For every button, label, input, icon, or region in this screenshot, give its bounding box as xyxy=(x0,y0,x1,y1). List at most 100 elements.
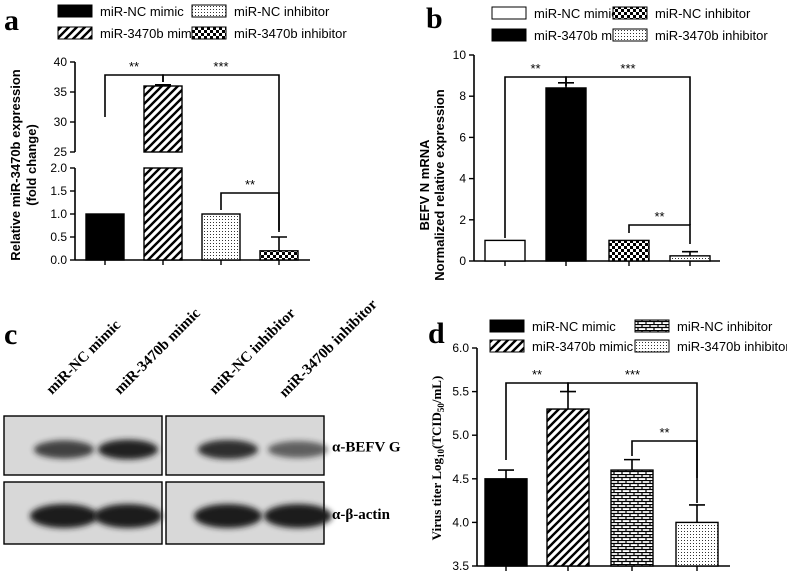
error-bar-2 xyxy=(624,458,640,471)
y-tick-label: 6.0 xyxy=(452,341,469,355)
y-tick-label-upper: 40 xyxy=(54,55,68,69)
blot-band xyxy=(34,440,94,459)
legend-swatch-2 xyxy=(191,4,227,18)
bar-1 xyxy=(545,87,587,262)
legend-swatch-1 xyxy=(57,26,93,40)
bar-1-upper xyxy=(143,85,183,153)
y-tick-label: 2 xyxy=(459,213,466,227)
error-bar-3 xyxy=(682,250,698,256)
legend-swatch-3 xyxy=(634,339,670,353)
y-tick-label: 8 xyxy=(459,89,466,103)
bar-3 xyxy=(669,255,711,262)
legend-swatch-0 xyxy=(491,6,527,20)
legend-label-3: miR-3470b inhibitor xyxy=(677,339,787,354)
error-bar-3 xyxy=(271,236,287,251)
sig-bracket-1 xyxy=(162,74,280,230)
sig-bracket-2-label: ** xyxy=(659,425,669,440)
y-axis-label: Normalized relative expression xyxy=(432,89,447,281)
sig-bracket-0-label: ** xyxy=(532,367,542,382)
y-axis-label: BEFV N mRNA xyxy=(417,139,432,231)
sig-bracket-1 xyxy=(565,76,691,225)
error-bar-1 xyxy=(560,390,576,410)
sig-bracket-2 xyxy=(631,440,698,478)
y-tick-label-upper: 35 xyxy=(54,85,68,99)
panel-label-d: d xyxy=(428,317,445,350)
panel-label-b: b xyxy=(426,2,443,35)
chart-panel-b: 0 2 4 6 8 10 BEFV N mRNA Normalized relative ex… xyxy=(417,6,768,281)
y-tick-label: 5.0 xyxy=(452,428,469,442)
bar-0 xyxy=(85,213,125,261)
y-tick-label-upper: 25 xyxy=(54,145,68,159)
error-bar-0 xyxy=(498,469,514,479)
y-tick-label: 5.5 xyxy=(452,385,469,399)
legend-label-2: miR-3470b mimic xyxy=(532,339,634,354)
sig-bracket-0-label: ** xyxy=(129,59,139,74)
y-axis-label-subscript: 10 xyxy=(436,448,446,458)
blot-band xyxy=(194,504,262,528)
legend-swatch-3 xyxy=(191,26,227,40)
y-tick-label-lower: 0.5 xyxy=(50,230,67,244)
chart-panel-a: 25 30 35 40 0.0 0.5 1.0 1.5 2.0 Relative miR-3470… xyxy=(8,4,347,267)
bar-1-lower xyxy=(143,167,183,261)
sig-bracket-2 xyxy=(628,224,691,244)
panel-label-c: c xyxy=(4,318,17,351)
bar-2 xyxy=(201,213,241,261)
y-tick-label-lower: 1.0 xyxy=(50,207,67,221)
y-tick-label-lower: 0.0 xyxy=(50,253,67,267)
lane-label-1: miR-3470b mimic xyxy=(112,305,205,398)
sig-bracket-1-label: *** xyxy=(213,59,228,74)
sig-bracket-1-label: *** xyxy=(620,61,635,76)
legend-label-2: miR-NC inhibitor xyxy=(234,4,330,19)
legend-swatch-1 xyxy=(491,28,527,42)
y-tick-label: 4.0 xyxy=(452,515,469,529)
y-tick-label: 0 xyxy=(459,254,466,268)
sig-bracket-2-label: ** xyxy=(245,177,255,192)
bar-1 xyxy=(546,408,590,567)
y-axis-label: Relative miR-3470b expression xyxy=(8,69,23,261)
sig-bracket-0-label: ** xyxy=(530,61,540,76)
blot-band xyxy=(94,504,162,528)
sig-bracket-1-label: *** xyxy=(625,367,640,382)
y-axis-label: (fold change) xyxy=(24,124,39,206)
legend-swatch-2 xyxy=(612,6,648,20)
legend-label-1: miR-3470b mimic xyxy=(534,28,636,43)
legend-label-0: miR-NC mimic xyxy=(534,6,618,21)
y-axis-label-part: (TCID xyxy=(429,412,444,449)
error-bar-3 xyxy=(689,504,705,523)
y-tick-label-lower: 1.5 xyxy=(50,184,67,198)
blot-band xyxy=(198,439,258,460)
y-tick-label: 10 xyxy=(453,48,467,62)
blot-band xyxy=(98,439,158,460)
blot-row-label-1: α-β-actin xyxy=(332,507,391,523)
legend-label-2: miR-NC inhibitor xyxy=(655,6,751,21)
y-axis-label-part: /mL) xyxy=(429,376,444,404)
legend-swatch-3 xyxy=(612,28,648,42)
bar-3 xyxy=(675,521,719,567)
bar-0 xyxy=(484,478,528,567)
legend-swatch-0 xyxy=(489,319,525,333)
legend-swatch-0 xyxy=(57,4,93,18)
blot-band xyxy=(264,504,332,528)
y-tick-label: 3.5 xyxy=(452,559,469,573)
y-tick-label: 4 xyxy=(459,172,466,186)
y-tick-label-lower: 2.0 xyxy=(50,161,67,175)
blot-band xyxy=(268,441,328,458)
panel-label-a: a xyxy=(4,4,19,37)
legend-swatch-1 xyxy=(634,319,670,333)
legend-label-0: miR-NC mimic xyxy=(532,319,616,334)
legend-label-1: miR-NC inhibitor xyxy=(677,319,773,334)
legend-label-1: miR-3470b mimic xyxy=(100,26,202,41)
bar-2 xyxy=(610,469,654,567)
bar-0 xyxy=(484,239,526,262)
legend-swatch-2 xyxy=(489,339,525,353)
legend-label-3: miR-3470b inhibitor xyxy=(655,28,768,43)
y-tick-label: 4.5 xyxy=(452,472,469,486)
legend-label-3: miR-3470b inhibitor xyxy=(234,26,347,41)
y-axis-label-subscript: 50 xyxy=(436,403,446,413)
y-axis-label-part: Virus titer Log xyxy=(429,457,444,540)
y-axis-label: Virus titer Log10(TCID50/mL) xyxy=(429,376,446,541)
chart-panel-d: 3.5 4.0 4.5 5.0 5.5 6.0 Virus titer Log10(TCID… xyxy=(429,319,787,573)
legend-label-0: miR-NC mimic xyxy=(100,4,184,19)
